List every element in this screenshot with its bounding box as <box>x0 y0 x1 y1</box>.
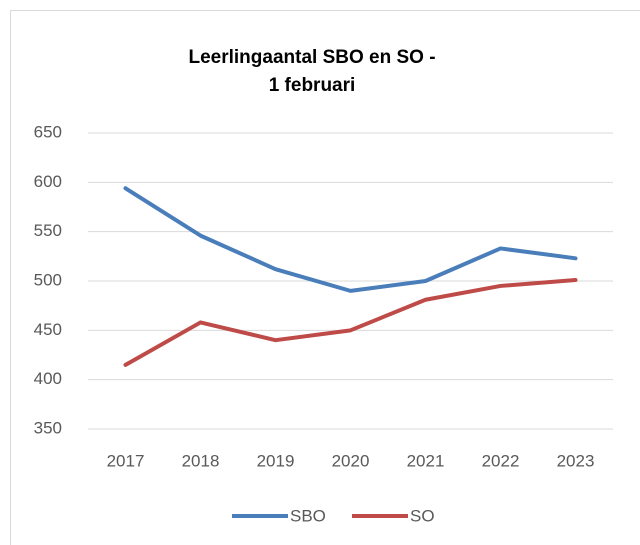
chart-title: 1 februari <box>269 75 356 96</box>
series-line <box>123 186 578 293</box>
y-tick-label: 350 <box>34 418 62 437</box>
x-tick-label: 2021 <box>407 451 445 470</box>
x-tick-label: 2022 <box>482 451 520 470</box>
chart-title: Leerlingaantal SBO en SO - <box>188 47 435 68</box>
y-tick-label: 550 <box>34 221 62 240</box>
legend-label: SBO <box>290 506 326 525</box>
y-tick-label: 450 <box>34 320 62 339</box>
x-tick-label: 2018 <box>182 451 220 470</box>
y-tick-label: 500 <box>34 270 62 289</box>
x-tick-label: 2023 <box>557 451 595 470</box>
x-tick-label: 2019 <box>257 451 295 470</box>
legend-label: SO <box>410 506 435 525</box>
x-tick-label: 2020 <box>332 451 370 470</box>
chart-frame <box>10 10 640 545</box>
x-tick-label: 2017 <box>107 451 145 470</box>
series-line <box>123 278 578 367</box>
y-tick-label: 600 <box>34 172 62 191</box>
y-tick-label: 650 <box>34 122 62 141</box>
y-tick-label: 400 <box>34 369 62 388</box>
